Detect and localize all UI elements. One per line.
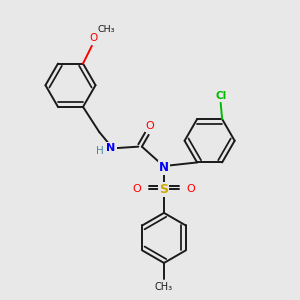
Text: S: S [160,183,169,196]
Text: Cl: Cl [215,91,226,100]
Text: O: O [133,184,141,194]
Text: O: O [146,121,154,131]
Text: CH₃: CH₃ [155,282,173,292]
Text: H: H [96,146,104,156]
Text: O: O [187,184,196,194]
Text: N: N [106,143,116,153]
Text: CH₃: CH₃ [98,25,115,34]
Text: O: O [90,33,98,43]
Text: N: N [159,161,169,174]
